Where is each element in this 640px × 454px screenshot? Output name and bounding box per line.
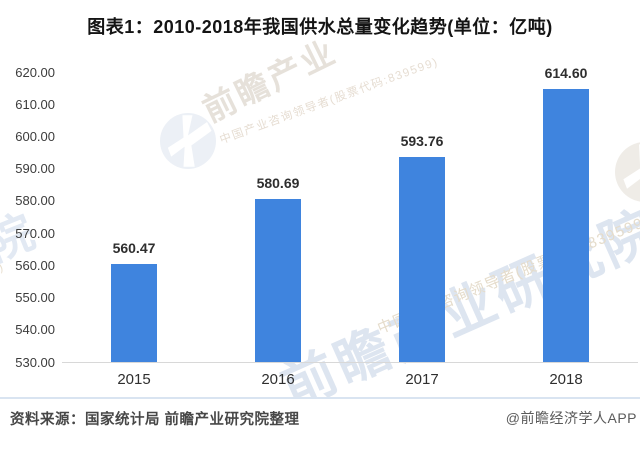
x-axis-label: 2017 (405, 371, 439, 388)
bar-value-label: 614.60 (544, 65, 588, 82)
y-axis-tick-label: 570.00 (15, 225, 55, 241)
bar-value-label: 593.76 (400, 132, 444, 149)
footer: 资料来源：国家统计局 前瞻产业研究院整理 @前瞻经济学人APP (0, 397, 640, 454)
x-axis-label: 2016 (261, 371, 295, 388)
y-axis-tick-label: 590.00 (15, 161, 55, 177)
y-axis-tick-label: 600.00 (15, 128, 55, 144)
footer-divider (0, 397, 640, 399)
bar (255, 198, 301, 362)
bar-value-label: 580.69 (256, 174, 300, 191)
chart-title: 图表1：2010-2018年我国供水总量变化趋势(单位：亿吨) (87, 17, 553, 37)
y-axis-tick-label: 610.00 (15, 96, 55, 112)
y-axis-tick-label: 580.00 (15, 193, 55, 209)
bar (399, 156, 445, 362)
y-axis-tick-label: 530.00 (15, 354, 55, 370)
credit-text: @前瞻经济学人APP (505, 410, 637, 426)
y-axis-tick-label: 550.00 (15, 290, 55, 306)
bar (543, 89, 589, 362)
data-source-text: 资料来源：国家统计局 前瞻产业研究院整理 (10, 412, 300, 428)
bar (111, 263, 157, 362)
x-axis-line (62, 362, 638, 363)
y-axis-tick-label: 560.00 (15, 257, 55, 273)
y-axis-tick-label: 540.00 (15, 322, 55, 338)
y-axis-tick-label: 620.00 (15, 64, 55, 80)
x-axis-label: 2018 (549, 371, 583, 388)
x-axis-label: 2015 (117, 371, 151, 388)
bar-value-label: 560.47 (112, 239, 156, 256)
